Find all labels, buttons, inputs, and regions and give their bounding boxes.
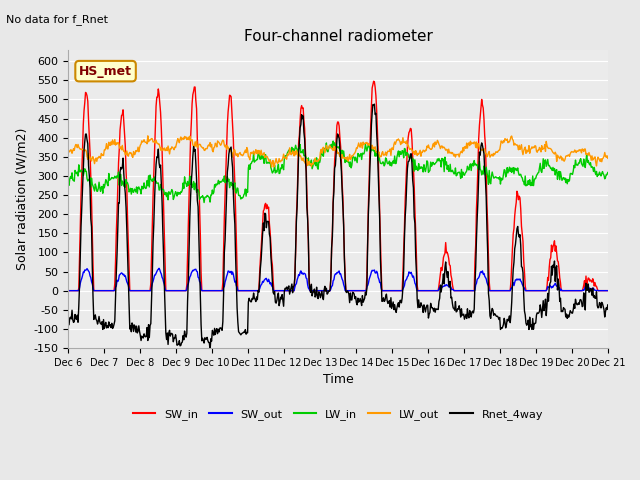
LW_out — [268, 164, 275, 170]
LW_out — [604, 156, 612, 161]
Rnet_4way — [65, 316, 72, 322]
LW_in — [330, 138, 337, 144]
Rnet_4way — [206, 347, 214, 353]
SW_out — [404, 273, 412, 279]
LW_in — [184, 182, 192, 188]
LW_out — [421, 149, 429, 155]
LW_in — [74, 173, 82, 179]
SW_out — [65, 288, 72, 294]
Line: Rnet_4way: Rnet_4way — [68, 104, 608, 350]
LW_in — [130, 190, 138, 195]
SW_out — [214, 288, 221, 294]
Line: LW_out: LW_out — [68, 136, 608, 167]
LW_out — [74, 142, 82, 147]
SW_out — [130, 288, 138, 294]
LW_out — [185, 137, 193, 143]
Y-axis label: Solar radiation (W/m2): Solar radiation (W/m2) — [15, 128, 28, 270]
LW_in — [405, 155, 413, 160]
LW_in — [200, 200, 208, 205]
Rnet_4way — [184, 277, 192, 283]
SW_in — [74, 288, 82, 294]
Rnet_4way — [74, 319, 82, 325]
X-axis label: Time: Time — [323, 373, 353, 386]
LW_in — [65, 178, 72, 184]
Rnet_4way — [371, 101, 378, 107]
Text: HS_met: HS_met — [79, 65, 132, 78]
Rnet_4way — [130, 329, 138, 335]
LW_out — [405, 145, 413, 151]
LW_out — [144, 133, 152, 139]
SW_in — [604, 288, 612, 294]
LW_out — [65, 150, 72, 156]
LW_in — [421, 166, 429, 172]
SW_out — [420, 288, 428, 294]
LW_out — [130, 149, 138, 155]
Legend: SW_in, SW_out, LW_in, LW_out, Rnet_4way: SW_in, SW_out, LW_in, LW_out, Rnet_4way — [129, 404, 547, 424]
SW_out — [156, 265, 163, 271]
Line: LW_in: LW_in — [68, 141, 608, 203]
Rnet_4way — [604, 302, 612, 308]
Rnet_4way — [421, 305, 429, 311]
Line: SW_out: SW_out — [68, 268, 608, 291]
SW_in — [130, 288, 138, 294]
SW_in — [404, 135, 412, 141]
Rnet_4way — [405, 158, 413, 164]
Line: SW_in: SW_in — [68, 81, 608, 291]
SW_in — [65, 288, 72, 294]
SW_out — [604, 288, 612, 294]
SW_in — [213, 288, 221, 294]
SW_out — [185, 277, 193, 283]
SW_in — [420, 288, 428, 294]
LW_in — [214, 181, 221, 187]
LW_in — [604, 169, 612, 175]
Text: No data for f_Rnet: No data for f_Rnet — [6, 14, 108, 25]
SW_in — [370, 78, 378, 84]
SW_in — [184, 222, 192, 228]
Rnet_4way — [214, 331, 221, 336]
LW_out — [214, 138, 221, 144]
Title: Four-channel radiometer: Four-channel radiometer — [244, 29, 433, 44]
SW_out — [74, 288, 82, 294]
